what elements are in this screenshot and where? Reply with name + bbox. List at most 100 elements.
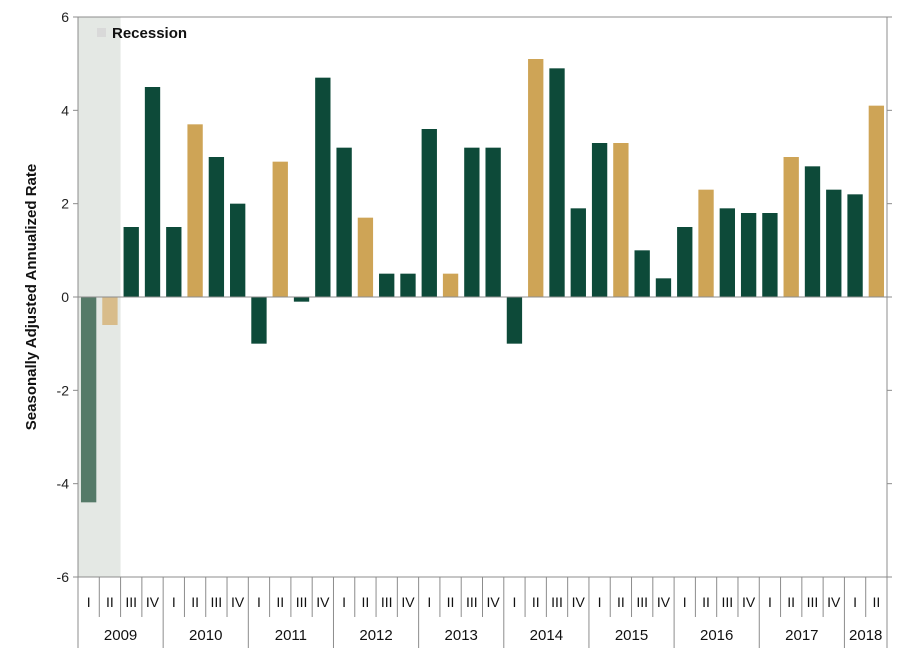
quarter-label: I <box>683 594 687 610</box>
bar <box>442 273 459 297</box>
year-label: 2018 <box>849 627 882 644</box>
quarter-label: I <box>342 594 346 610</box>
quarter-label: III <box>551 594 563 610</box>
bar <box>719 208 735 297</box>
y-tick-label: 4 <box>61 102 69 118</box>
bar <box>166 227 182 297</box>
quarter-label: II <box>106 594 114 610</box>
quarter-label: II <box>872 594 880 610</box>
year-label: 2014 <box>530 627 563 644</box>
bar <box>230 203 246 297</box>
bar <box>804 166 821 297</box>
bar <box>570 208 586 297</box>
quarter-label: II <box>362 594 370 610</box>
quarter-label: I <box>853 594 857 610</box>
bar <box>357 217 374 297</box>
quarter-label: I <box>172 594 176 610</box>
bar <box>634 250 650 297</box>
quarter-label: IV <box>827 594 841 610</box>
y-tick-label: -4 <box>57 476 70 492</box>
y-tick-layer: 6 4 2 0 -2 -4 -6 <box>57 9 892 585</box>
quarter-label: III <box>381 594 393 610</box>
quarter-label: II <box>702 594 710 610</box>
bar <box>315 77 331 298</box>
quarter-label: I <box>598 594 602 610</box>
bar <box>208 157 225 297</box>
bar <box>698 189 714 297</box>
quarter-label: I <box>768 594 772 610</box>
bar <box>251 297 267 344</box>
quarter-label: I <box>87 594 91 610</box>
bar <box>102 297 118 325</box>
year-label: 2011 <box>275 627 307 644</box>
y-tick-label: -2 <box>57 382 70 398</box>
bar <box>868 105 885 298</box>
bar <box>421 129 437 297</box>
year-label: 2015 <box>615 627 648 644</box>
bar <box>847 194 863 297</box>
y-tick-label: 2 <box>61 196 69 212</box>
quarter-label: IV <box>657 594 671 610</box>
bar <box>506 297 523 344</box>
year-label: 2009 <box>104 627 137 644</box>
bars-layer <box>80 59 885 503</box>
bar <box>272 161 288 297</box>
year-label: 2012 <box>359 627 392 644</box>
bar <box>826 189 842 297</box>
bar <box>591 143 608 297</box>
bar <box>549 68 565 297</box>
quarter-label: III <box>125 594 137 610</box>
quarter-label: II <box>617 594 625 610</box>
y-tick-label: -6 <box>57 569 70 585</box>
bar <box>336 147 352 297</box>
quarter-label: III <box>636 594 648 610</box>
x-axis-labels-layer: I II III IV I II III IV I II III IV I II III IV I II III IV… <box>77 577 888 648</box>
y-axis-label: Seasonally Adjusted Annualized Rate <box>23 164 40 430</box>
quarter-label: IV <box>316 594 330 610</box>
bar <box>187 124 203 297</box>
quarter-label: IV <box>146 594 160 610</box>
quarter-label: II <box>532 594 540 610</box>
quarter-label: IV <box>742 594 756 610</box>
bar <box>144 87 161 297</box>
quarter-label: III <box>296 594 308 610</box>
quarter-label: II <box>191 594 199 610</box>
bar <box>655 278 672 297</box>
quarter-label: III <box>211 594 223 610</box>
bar <box>613 143 629 297</box>
quarter-label: IV <box>231 594 245 610</box>
bar <box>123 227 139 297</box>
bar <box>400 273 416 297</box>
year-label: 2016 <box>700 627 733 644</box>
legend-swatch <box>97 28 106 37</box>
bar <box>528 59 544 297</box>
quarter-label: III <box>721 594 733 610</box>
bar <box>740 213 757 297</box>
bar <box>783 157 799 297</box>
bar <box>80 297 97 503</box>
legend-label: Recession <box>112 25 187 42</box>
bar <box>464 147 480 297</box>
quarter-label: IV <box>487 594 501 610</box>
axes-layer <box>77 16 888 578</box>
y-tick-label: 0 <box>61 289 69 305</box>
bar <box>293 297 310 302</box>
year-label: 2010 <box>189 627 222 644</box>
bar <box>762 213 778 297</box>
bar <box>485 147 501 297</box>
bar <box>379 273 395 297</box>
quarter-label: I <box>427 594 431 610</box>
quarter-label: I <box>512 594 516 610</box>
year-label: 2017 <box>785 627 818 644</box>
quarter-label: III <box>807 594 819 610</box>
legend: Recession <box>97 25 187 42</box>
year-label: 2013 <box>445 627 478 644</box>
quarter-label: I <box>257 594 261 610</box>
quarter-label: II <box>447 594 455 610</box>
y-tick-label: 6 <box>61 9 69 25</box>
quarter-label: II <box>276 594 284 610</box>
quarter-label: III <box>466 594 478 610</box>
quarter-label: IV <box>401 594 415 610</box>
bar <box>677 227 693 297</box>
